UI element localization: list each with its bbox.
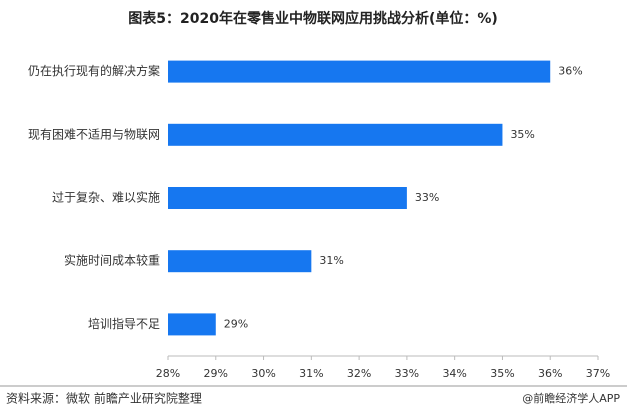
bar xyxy=(168,187,407,209)
y-tick-label: 培训指导不足 xyxy=(88,316,160,331)
value-label: 35% xyxy=(510,128,534,141)
x-tick-label: 31% xyxy=(299,367,323,380)
x-tick-label: 34% xyxy=(442,367,466,380)
x-tick-label: 29% xyxy=(204,367,228,380)
source: 资料来源：微软 前瞻产业研究院整理 xyxy=(6,391,202,406)
x-tick-label: 28% xyxy=(156,367,180,380)
bar xyxy=(168,60,551,83)
y-tick-label: 仍在执行现有的解决方案 xyxy=(28,63,160,78)
value-label: 33% xyxy=(415,191,439,204)
y-tick-label: 现有困难不适用与物联网 xyxy=(28,127,160,141)
bar xyxy=(168,123,503,146)
y-tick-label: 实施时间成本较重 xyxy=(64,253,160,268)
x-tick-label: 37% xyxy=(586,367,610,380)
x-tick-label: 30% xyxy=(251,367,275,380)
value-label: 36% xyxy=(558,65,582,78)
bar xyxy=(168,250,312,273)
x-tick-label: 35% xyxy=(490,367,514,380)
x-tick-label: 33% xyxy=(395,367,419,380)
value-label: 29% xyxy=(224,317,248,330)
y-tick-label: 过于复杂、难以实施 xyxy=(52,190,160,205)
credit: @前瞻经济学人APP xyxy=(522,391,620,405)
x-tick-label: 32% xyxy=(347,367,371,380)
x-tick-label: 36% xyxy=(538,367,562,380)
bar xyxy=(168,313,216,336)
value-label: 31% xyxy=(319,254,343,267)
chart-title: 图表5：2020年在零售业中物联网应用挑战分析(单位：%) xyxy=(128,10,498,27)
